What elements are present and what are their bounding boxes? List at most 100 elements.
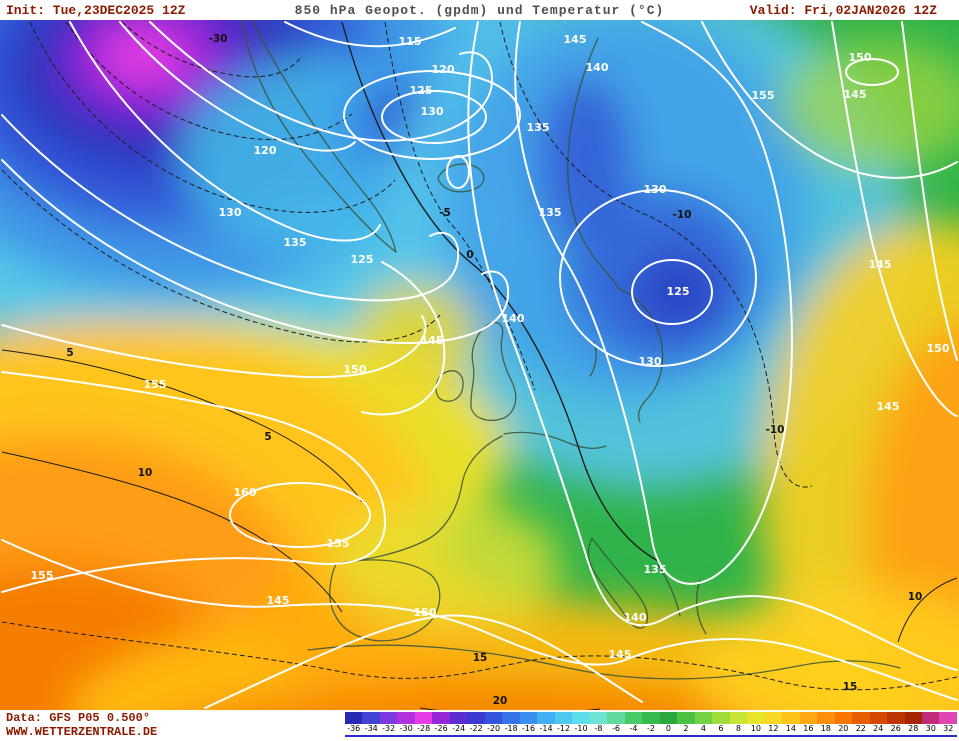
colorbar-cell: -20 <box>484 712 503 735</box>
colorbar-value: 2 <box>683 724 689 733</box>
colorbar-value: -32 <box>382 724 396 733</box>
colorbar-value: 24 <box>873 724 884 733</box>
geopotential-contour-label: 145 <box>421 334 444 347</box>
colorbar-cell: 32 <box>939 712 957 735</box>
colorbar-value: 4 <box>700 724 706 733</box>
colorbar-value: -4 <box>629 724 638 733</box>
website-url: WWW.WETTERZENTRALE.DE <box>6 725 158 739</box>
colorbar-value: 26 <box>890 724 901 733</box>
geopotential-contour-label: 130 <box>219 206 242 219</box>
geopotential-contour-label: 150 <box>414 606 437 619</box>
colorbar-cell: 6 <box>712 712 730 735</box>
colorbar-cell: 2 <box>677 712 695 735</box>
geopotential-contour-label: 155 <box>31 569 54 582</box>
geopotential-contour-labels: 115 120 125 130 145 140 135 120 130 135 125 135 130 1… <box>31 33 950 661</box>
colorbar-swatch <box>554 712 573 724</box>
temperature-field <box>0 20 959 710</box>
colorbar-swatch <box>519 712 538 724</box>
colorbar-swatch <box>659 712 678 724</box>
colorbar-value: 6 <box>718 724 724 733</box>
colorbar-swatch <box>747 712 765 724</box>
map-svg: -30 -10 -10 -5 0 5 5 10 10 15 15 20 115 120 125 130 145… <box>0 20 959 710</box>
colorbar-swatch <box>694 712 713 724</box>
colorbar-swatch <box>449 712 468 724</box>
colorbar-swatch <box>817 712 835 724</box>
temperature-contour-label: 10 <box>908 591 923 603</box>
colorbar-value: -10 <box>574 724 588 733</box>
colorbar-cell: -16 <box>519 712 538 735</box>
geopotential-contour-label: 120 <box>254 144 277 157</box>
colorbar-cell: -32 <box>379 712 398 735</box>
colorbar-value: -18 <box>504 724 518 733</box>
colorbar-value: 10 <box>750 724 761 733</box>
temperature-contour-label: -10 <box>673 209 692 221</box>
init-datetime: Init: Tue,23DEC2025 12Z <box>6 3 186 18</box>
colorbar-value: -36 <box>347 724 361 733</box>
colorbar-cell: -22 <box>467 712 485 735</box>
colorbar-underline <box>345 735 957 737</box>
geopotential-contours <box>1 21 958 709</box>
geopotential-contour-label: 115 <box>399 35 422 48</box>
colorbar-value: 20 <box>838 724 849 733</box>
colorbar-value: -8 <box>594 724 603 733</box>
colorbar-swatch <box>642 712 660 724</box>
colorbar-cell: -34 <box>362 712 380 735</box>
colorbar-swatch <box>379 712 398 724</box>
geopotential-contour-label: 135 <box>284 236 307 249</box>
colorbar-value: 30 <box>925 724 936 733</box>
colorbar-value: -30 <box>399 724 413 733</box>
geopotential-contour-label: 155 <box>144 378 167 391</box>
colorbar-cell: 12 <box>764 712 783 735</box>
geopotential-contour-label: 140 <box>624 611 647 624</box>
colorbar-value: -26 <box>434 724 448 733</box>
colorbar-swatch <box>467 712 485 724</box>
colorbar-value: -28 <box>417 724 431 733</box>
temperature-contour-label: 20 <box>493 695 508 707</box>
temperature-contour-label: 0 <box>466 249 473 261</box>
temperature-contour-label: 10 <box>138 467 153 479</box>
colorbar-swatch <box>589 712 608 724</box>
geopotential-contour-label: 145 <box>267 594 290 607</box>
geopotential-contour-label: 125 <box>667 285 690 298</box>
temperature-contour-labels: -30 -10 -10 -5 0 5 5 10 10 15 15 20 <box>66 33 922 707</box>
colorbar-cell: -8 <box>589 712 608 735</box>
colorbar-swatch <box>432 712 450 724</box>
colorbar-cell: -4 <box>624 712 643 735</box>
colorbar-cell: -2 <box>642 712 660 735</box>
colorbar-cell: -14 <box>537 712 555 735</box>
colorbar-cell: -12 <box>554 712 573 735</box>
geopotential-contour-label: 135 <box>644 563 667 576</box>
colorbar-cell: -30 <box>397 712 415 735</box>
geopotential-contour-label: 160 <box>234 486 257 499</box>
coastlines <box>241 20 901 680</box>
geopotential-contour-label: 145 <box>869 258 892 271</box>
valid-datetime: Valid: Fri,02JAN2026 12Z <box>749 3 937 18</box>
colorbar-cell: -28 <box>414 712 433 735</box>
colorbar-swatch <box>572 712 590 724</box>
geopotential-contour-label: 140 <box>586 61 609 74</box>
colorbar-swatch <box>397 712 415 724</box>
colorbar-cell: 14 <box>782 712 800 735</box>
map-header: Init: Tue,23DEC2025 12Z 850 hPa Geopot. … <box>0 0 959 20</box>
colorbar-swatch <box>729 712 748 724</box>
geopotential-contour-label: 125 <box>410 84 433 97</box>
colorbar-cell: 30 <box>921 712 940 735</box>
geopotential-contour-label: 140 <box>502 312 525 325</box>
temperature-contour-label: 15 <box>843 681 858 693</box>
colorbar-swatch <box>414 712 433 724</box>
colorbar-value: 14 <box>785 724 796 733</box>
colorbar-wrap: -36 -34 -32 -30 -28 -26 -24 -22 -20 -18 -16 -14 -12-… <box>345 712 957 737</box>
colorbar-cell: 4 <box>694 712 713 735</box>
geopotential-contour-label: 135 <box>539 206 562 219</box>
geopotential-contour-label: 130 <box>421 105 444 118</box>
colorbar-value: -24 <box>452 724 466 733</box>
colorbar-cell: 24 <box>869 712 888 735</box>
geopotential-contour-label: 145 <box>877 400 900 413</box>
colorbar-swatch <box>852 712 870 724</box>
colorbar-value: -2 <box>646 724 655 733</box>
colorbar-swatch <box>607 712 625 724</box>
colorbar-value: 18 <box>820 724 831 733</box>
colorbar-value: 16 <box>803 724 814 733</box>
colorbar-value: -6 <box>612 724 620 733</box>
